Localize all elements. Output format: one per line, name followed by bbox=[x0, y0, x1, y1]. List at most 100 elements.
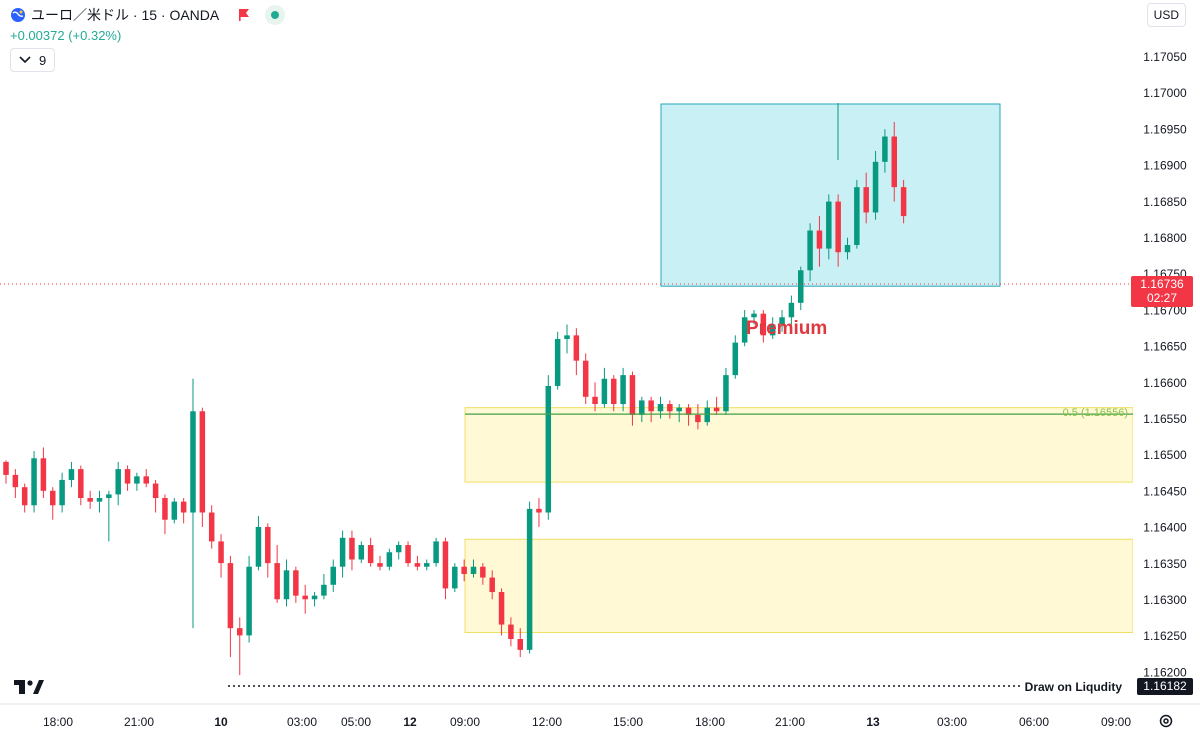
candle bbox=[237, 617, 243, 676]
candle-body bbox=[676, 407, 682, 412]
candle bbox=[218, 534, 224, 578]
candle bbox=[40, 447, 47, 499]
candle-body bbox=[854, 187, 860, 245]
y-tick-label: 1.16650 bbox=[1143, 340, 1187, 354]
x-tick-label: 18:00 bbox=[43, 715, 73, 729]
candle-body bbox=[480, 566, 486, 578]
candle-body bbox=[386, 552, 393, 567]
candle-body bbox=[321, 584, 327, 596]
candle-body bbox=[87, 498, 93, 502]
candle bbox=[339, 530, 346, 578]
candle bbox=[442, 537, 449, 600]
candle bbox=[732, 335, 739, 379]
candle-body bbox=[78, 469, 84, 499]
status-dot-icon[interactable] bbox=[265, 5, 286, 25]
settings-icon[interactable] bbox=[1158, 713, 1174, 729]
y-tick-label: 1.16250 bbox=[1143, 629, 1187, 643]
candle-body bbox=[405, 545, 411, 564]
candle-body bbox=[3, 461, 9, 475]
candle-body bbox=[31, 458, 37, 506]
candle-body bbox=[582, 360, 589, 397]
candle bbox=[798, 266, 804, 311]
candle bbox=[760, 310, 767, 343]
symbol-header[interactable]: ユーロ／米ドル · 15 · OANDA bbox=[10, 5, 286, 25]
candle bbox=[545, 375, 552, 520]
x-tick-label: 12:00 bbox=[532, 715, 562, 729]
candle-body bbox=[704, 407, 710, 423]
candle bbox=[87, 490, 93, 509]
candle bbox=[844, 237, 851, 260]
candle bbox=[143, 469, 149, 488]
bar-countdown: 02:27 bbox=[1146, 291, 1178, 305]
candle bbox=[124, 465, 131, 491]
candle-body bbox=[358, 545, 365, 560]
candle bbox=[611, 375, 617, 412]
flag-icon[interactable] bbox=[237, 8, 251, 22]
candle bbox=[489, 570, 495, 600]
candle-body bbox=[190, 411, 196, 513]
candle-body bbox=[489, 577, 495, 593]
x-tick-label: 05:00 bbox=[341, 715, 371, 729]
tradingview-logo-icon[interactable] bbox=[14, 678, 44, 696]
candle-body bbox=[414, 563, 421, 567]
candle bbox=[134, 472, 140, 491]
indicators-collapse-button[interactable]: 9 bbox=[10, 48, 56, 72]
lines-layer bbox=[0, 103, 1133, 687]
candle-body bbox=[12, 474, 19, 488]
candle-body bbox=[134, 476, 140, 484]
y-tick-label: 1.17000 bbox=[1143, 86, 1187, 100]
candle bbox=[470, 559, 477, 578]
candle-body bbox=[517, 639, 523, 650]
x-tick-label: 06:00 bbox=[1019, 715, 1049, 729]
premium-label: Premium bbox=[746, 318, 828, 339]
candle bbox=[414, 555, 421, 571]
currency-button[interactable]: USD bbox=[1146, 3, 1186, 27]
y-axis[interactable]: 1.17050 1.17000 1.16950 1.16900 1.16850 1.168… bbox=[1133, 0, 1200, 737]
candle bbox=[769, 317, 776, 339]
candle-body bbox=[461, 566, 467, 574]
candle bbox=[629, 371, 636, 426]
candle-body bbox=[68, 469, 75, 480]
candle-body bbox=[40, 458, 47, 491]
current-price-tag: 1.16736 02:27 bbox=[1131, 276, 1193, 307]
candle-body bbox=[302, 595, 308, 600]
candle-body bbox=[769, 324, 776, 336]
candle bbox=[620, 367, 626, 412]
candle-body bbox=[657, 404, 664, 412]
candle-body bbox=[227, 563, 234, 629]
y-tick-label: 1.16600 bbox=[1143, 376, 1187, 390]
candle bbox=[227, 555, 234, 658]
candle-body bbox=[882, 136, 888, 162]
discount-zone-upper bbox=[464, 407, 1134, 483]
candle-body bbox=[723, 375, 729, 412]
candle bbox=[573, 328, 580, 376]
candle-body bbox=[21, 487, 28, 506]
candle-body bbox=[872, 161, 879, 213]
candle bbox=[115, 461, 121, 506]
candle-body bbox=[115, 469, 121, 495]
candle bbox=[695, 404, 701, 430]
candle-body bbox=[545, 385, 552, 513]
candle bbox=[788, 295, 795, 325]
y-tick-label: 1.16850 bbox=[1143, 195, 1187, 209]
candle bbox=[321, 573, 327, 600]
candle-body bbox=[779, 317, 785, 325]
y-tick-label: 1.16500 bbox=[1143, 448, 1187, 462]
candle bbox=[330, 559, 336, 593]
candle-body bbox=[564, 335, 570, 339]
candle bbox=[50, 487, 56, 520]
candle-body bbox=[844, 244, 851, 253]
candle-body bbox=[124, 469, 131, 484]
candle bbox=[152, 479, 159, 513]
x-axis[interactable]: 18:00 21:00 10 03:00 05:00 12 09:00 12:00 15:00 1… bbox=[0, 703, 1200, 729]
candle bbox=[283, 559, 290, 607]
globe-icon bbox=[11, 8, 25, 22]
candle bbox=[68, 461, 75, 488]
y-tick-label: 1.16300 bbox=[1143, 593, 1187, 607]
fib-level-label: 0.5 (1.16556) bbox=[1062, 407, 1128, 419]
y-tick-label: 1.16450 bbox=[1143, 484, 1187, 498]
candle bbox=[648, 396, 654, 423]
candle bbox=[199, 407, 206, 527]
candle-body bbox=[526, 508, 533, 650]
